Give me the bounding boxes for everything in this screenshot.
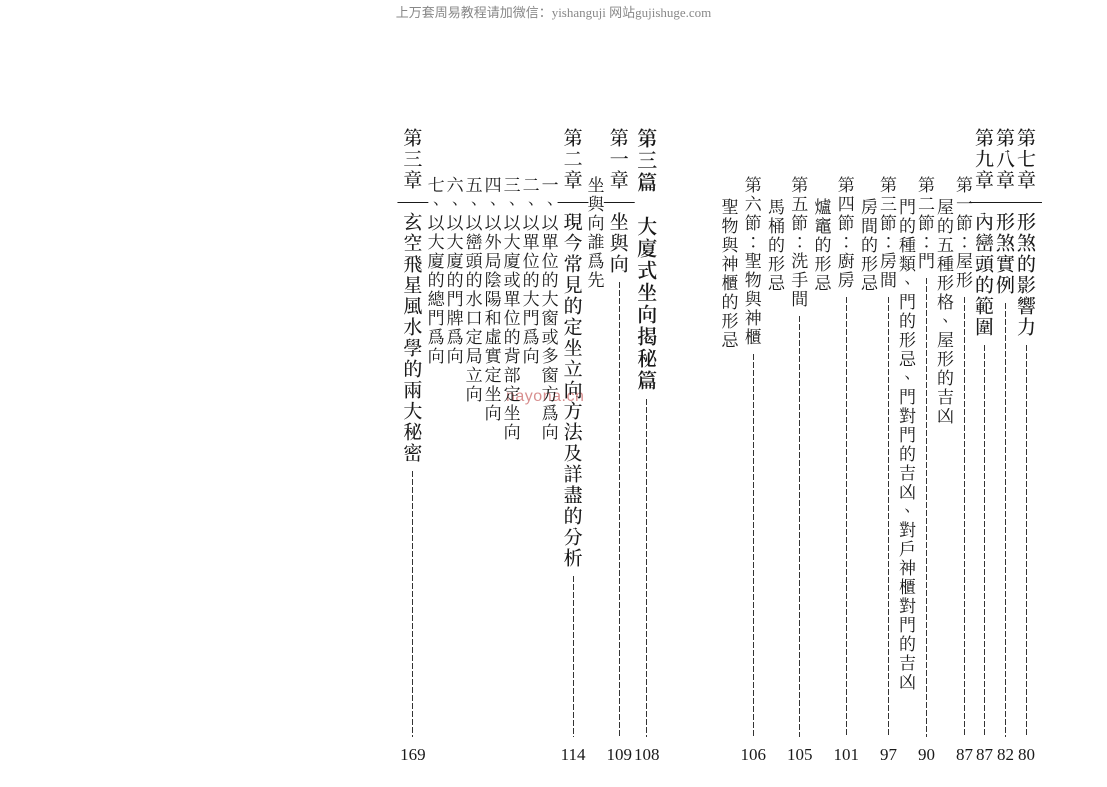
toc-entry-text: 房間的形忌	[861, 198, 878, 293]
page-number: 114	[561, 745, 586, 767]
page-number: 97	[880, 745, 897, 767]
toc-column: 聖物與神櫃的形忌	[722, 128, 739, 767]
leader-dots	[888, 296, 889, 737]
toc-entry-text: 第八章——形煞實例	[996, 128, 1015, 296]
toc-column: 三、以大廈或單位的背部定坐向	[504, 128, 521, 767]
page-number: 109	[607, 745, 633, 767]
leader-dots	[753, 353, 754, 737]
toc-entry-text: 一、以單位的大窗或多窗方爲向	[542, 176, 559, 442]
page-number: 80	[1018, 745, 1035, 767]
toc-entry-text: 第一節：屋形	[956, 176, 973, 290]
leader-dots	[619, 281, 620, 737]
leader-dots	[1026, 344, 1027, 737]
toc-entry-text: 聖物與神櫃的形忌	[722, 198, 739, 350]
page-number: 169	[400, 745, 426, 767]
toc-column: 七、以大廈的總門爲向	[428, 128, 445, 767]
toc-column: 四、以外局陰陽和虛實定坐向	[485, 128, 502, 767]
toc-column: 第三節：房間 97	[880, 128, 897, 767]
leader-dots	[1005, 302, 1006, 737]
leader-dots	[646, 398, 647, 737]
toc-column: 一、以單位的大窗或多窗方爲向	[542, 128, 559, 767]
toc-entry-text: 第六節：聖物與神櫃	[745, 176, 762, 347]
toc-column: 屋的五種形格、屋形的吉凶	[937, 128, 954, 767]
header-text: 上万套周易教程请加微信：yishanguji 网站gujishuge.com	[0, 2, 1107, 21]
toc-entry-text: 第二章——現今常見的定坐立向方法及詳盡的分析	[564, 128, 583, 569]
toc-entry-text: 三、以大廈或單位的背部定坐向	[504, 176, 521, 442]
toc-entry-text: 第三節：房間	[880, 176, 897, 290]
toc-entry-text: 第七章——形煞的影響力	[1017, 128, 1036, 338]
toc-entry-text: 第九章——內巒頭的範圍	[975, 128, 994, 338]
toc-column: 第八章——形煞實例 82	[996, 128, 1015, 767]
toc-entry-text: 屋的五種形格、屋形的吉凶	[937, 198, 954, 426]
column-gap	[661, 128, 721, 767]
toc-column: 馬桶的形忌	[768, 128, 785, 767]
toc-entry-text: 爐竈的形忌	[815, 198, 832, 293]
toc-column: 第二章——現今常見的定坐立向方法及詳盡的分析 114	[561, 128, 586, 767]
toc-entry-text: 七、以大廈的總門爲向	[428, 176, 445, 366]
toc-entry-text: 第二節：門	[918, 176, 935, 271]
toc-entry-text: 四、以外局陰陽和虛實定坐向	[485, 176, 502, 423]
leader-dots	[984, 344, 985, 737]
toc-entry-text: 馬桶的形忌	[768, 198, 785, 293]
toc-column: 房間的形忌	[861, 128, 878, 767]
page-number: 87	[976, 745, 993, 767]
toc-entry-text: 二、以單位的大門爲向	[523, 176, 540, 366]
toc-entry-text: 第四節：廚房	[838, 176, 855, 290]
toc-column: 五、以巒頭的水口定局立向	[466, 128, 483, 767]
toc-entry-text: 六、以大廈的門牌爲向	[447, 176, 464, 366]
page-number: 90	[918, 745, 935, 767]
toc-column: 門的種類、門的形忌、門對門的吉凶、對戶神櫃對門的吉凶	[899, 128, 916, 767]
page-number: 106	[741, 745, 767, 767]
toc-entry-text: 第三篇 大廈式坐向揭秘篇	[637, 128, 657, 392]
leader-dots	[846, 296, 847, 737]
toc-column: 第二節：門 90	[918, 128, 935, 767]
toc-entry-text: 門的種類、門的形忌、門對門的吉凶、對戶神櫃對門的吉凶	[899, 198, 916, 692]
page-number: 101	[834, 745, 860, 767]
leader-dots	[412, 470, 413, 737]
leader-dots	[926, 277, 927, 737]
toc-entry-text: 第一章——坐與向	[610, 128, 629, 275]
leader-dots	[799, 315, 800, 737]
toc-column: 第三篇 大廈式坐向揭秘篇 108	[634, 128, 660, 767]
toc-entry-text: 五、以巒頭的水口定局立向	[466, 176, 483, 404]
page-number: 105	[787, 745, 813, 767]
toc-column: 六、以大廈的門牌爲向	[447, 128, 464, 767]
toc-entry-text: 第五節：洗手間	[791, 176, 808, 309]
toc-entry-text: 坐與向誰爲先	[588, 176, 605, 290]
leader-dots	[573, 575, 574, 737]
toc-column: 第七章——形煞的影響力 80	[1017, 128, 1036, 767]
page-number: 87	[956, 745, 973, 767]
page-number: 82	[997, 745, 1014, 767]
page-number: 108	[634, 745, 660, 767]
toc-container: 第七章——形煞的影響力80第八章——形煞實例82第九章——內巒頭的範圍87第一節…	[0, 28, 1107, 787]
toc-column: 坐與向誰爲先	[588, 128, 605, 767]
toc-column: 第四節：廚房 101	[834, 128, 860, 767]
toc-column: 第一章——坐與向 109	[607, 128, 633, 767]
toc-column: 第一節：屋形 87	[956, 128, 973, 767]
toc-entry-text: 第三章——玄空飛星風水學的兩大秘密	[403, 128, 422, 464]
toc-column: 爐竈的形忌	[815, 128, 832, 767]
leader-dots	[964, 296, 965, 737]
toc-column: 二、以單位的大門爲向	[523, 128, 540, 767]
toc-column: 第九章——內巒頭的範圍 87	[975, 128, 994, 767]
toc-column: 第五節：洗手間 105	[787, 128, 813, 767]
toc-column: 第三章——玄空飛星風水學的兩大秘密 169	[400, 128, 426, 767]
toc-column: 第六節：聖物與神櫃 106	[741, 128, 767, 767]
